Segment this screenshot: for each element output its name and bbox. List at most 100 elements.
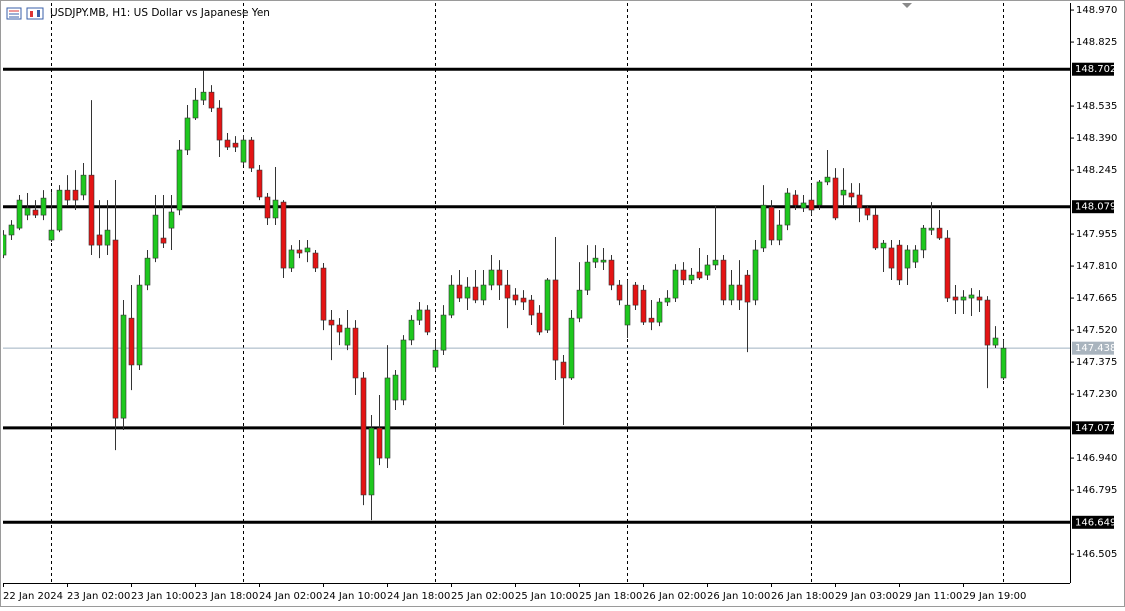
bull-candle-body (688, 274, 695, 281)
bear-candle-body (296, 249, 303, 254)
bear-candle-body (976, 296, 983, 301)
bull-candle-body (912, 249, 919, 263)
bear-candle-body (720, 259, 727, 301)
x-tick-label: 23 Jan 02:00 (67, 591, 130, 602)
bull-candle-body (568, 317, 575, 379)
bear-candle-body (504, 284, 511, 299)
bear-candle-body (984, 299, 991, 346)
bull-candle-body (488, 269, 495, 286)
bear-candle-body (112, 239, 119, 419)
bull-candle-body (48, 229, 55, 241)
bull-candle-body (56, 189, 63, 231)
y-tick-label: 147.955 (1076, 229, 1117, 240)
bear-candle-body (536, 312, 543, 333)
bear-candle-body (944, 237, 951, 299)
bull-candle-body (480, 284, 487, 301)
bull-candle-body (776, 224, 783, 241)
bull-candle-body (824, 176, 831, 183)
bull-candle-body (576, 289, 583, 319)
x-tick-label: 29 Jan 03:00 (835, 591, 898, 602)
bull-candle-body (928, 227, 935, 231)
bear-candle-body (360, 377, 367, 496)
bull-candle-body (104, 229, 111, 246)
bull-candle-body (3, 234, 7, 256)
y-tick-label: 148.970 (1076, 5, 1117, 16)
level-label-box (1072, 421, 1114, 435)
bear-candle-body (456, 284, 463, 299)
bull-candle-body (400, 339, 407, 401)
bull-candle-body (384, 377, 391, 459)
x-tick-label: 23 Jan 18:00 (195, 591, 258, 602)
bear-candle-body (72, 189, 79, 201)
bull-candle-body (728, 284, 735, 301)
bear-candle-body (952, 296, 959, 301)
x-tick-label: 25 Jan 02:00 (451, 591, 514, 602)
bull-candle-body (408, 319, 415, 341)
x-tick-label: 26 Jan 10:00 (707, 591, 770, 602)
y-tick-label: 148.390 (1076, 133, 1117, 144)
bull-candle-body (664, 297, 671, 303)
bear-candle-body (216, 107, 223, 141)
y-tick-label: 148.245 (1076, 165, 1117, 176)
bull-candle-body (784, 192, 791, 226)
bear-candle-body (96, 234, 103, 246)
bull-candle-body (272, 199, 279, 219)
bull-candle-body (800, 202, 807, 209)
current-price-box (1072, 341, 1114, 355)
y-tick-label: 147.230 (1076, 389, 1117, 400)
y-tick-label: 146.940 (1076, 453, 1117, 464)
shift-marker[interactable] (902, 3, 912, 8)
bull-candle-body (920, 227, 927, 251)
bull-candle-body (440, 314, 447, 351)
bull-candle-body (152, 214, 159, 259)
x-tick-label: 26 Jan 18:00 (771, 591, 834, 602)
bear-candle-body (520, 297, 527, 303)
bull-candle-body (584, 261, 591, 291)
bull-candle-body (200, 91, 207, 101)
bull-candle-body (624, 304, 631, 326)
bear-candle-body (736, 284, 743, 301)
x-tick-label: 23 Jan 10:00 (131, 591, 194, 602)
bear-candle-body (848, 192, 855, 198)
bull-candle-body (904, 249, 911, 269)
bull-candle-body (120, 314, 127, 419)
bear-candle-body (560, 361, 567, 379)
bull-candle-body (288, 249, 295, 269)
bear-candle-body (632, 284, 639, 306)
level-label-box (1072, 515, 1114, 529)
bull-candle-body (672, 269, 679, 299)
bull-candle-body (144, 257, 151, 286)
bull-candle-body (656, 301, 663, 323)
bull-candle-body (880, 242, 887, 249)
toolbar-icons (6, 7, 44, 20)
icon-chart[interactable] (26, 7, 44, 20)
level-label-box (1072, 62, 1114, 76)
bull-candle-body (392, 374, 399, 401)
bear-candle-body (496, 269, 503, 286)
level-label: 147.077 (1075, 423, 1116, 434)
bull-candle-body (8, 224, 15, 236)
y-tick-label: 146.505 (1076, 549, 1117, 560)
bull-candle-body (840, 189, 847, 196)
bear-candle-body (696, 271, 703, 279)
bear-candle-body (832, 177, 839, 219)
bear-candle-body (856, 194, 863, 209)
bear-candle-body (256, 169, 263, 198)
bull-candle-body (592, 257, 599, 263)
bull-candle-body (544, 279, 551, 331)
bull-candle-body (16, 199, 23, 229)
bear-candle-body (808, 199, 815, 211)
bear-candle-body (32, 209, 39, 216)
bear-candle-body (768, 206, 775, 241)
bear-candle-body (744, 274, 751, 303)
bull-candle-body (304, 247, 311, 253)
bull-candle-body (240, 139, 247, 163)
x-tick-label: 22 Jan 2024 (3, 591, 63, 602)
bull-candle-body (704, 264, 711, 276)
level-label: 148.702 (1075, 64, 1116, 75)
bear-candle-body (872, 214, 879, 249)
bull-candle-body (344, 327, 351, 346)
bear-candle-body (88, 174, 95, 246)
bear-candle-body (320, 267, 327, 321)
icon-bar (30, 11, 33, 17)
